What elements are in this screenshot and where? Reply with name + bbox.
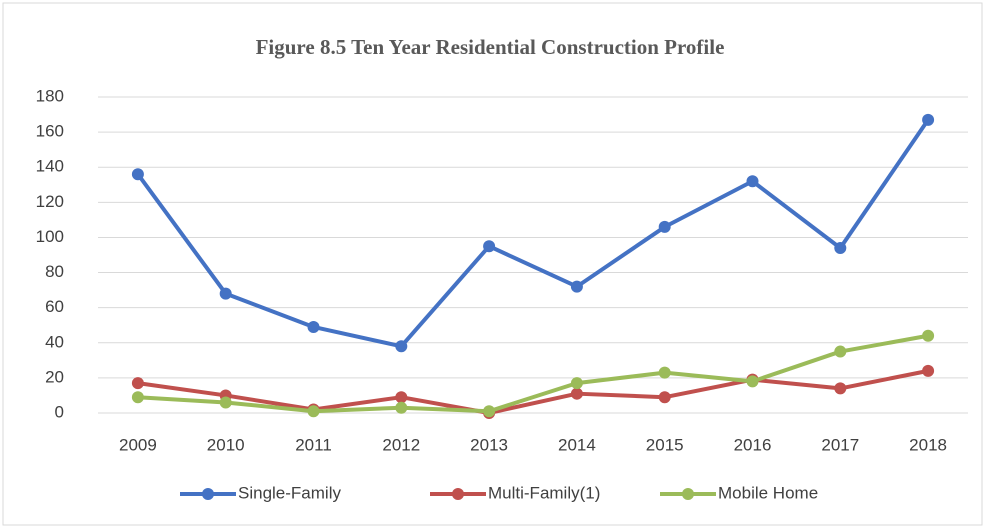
y-tick-label: 60	[45, 297, 64, 316]
legend-label: Multi-Family(1)	[488, 483, 600, 502]
point	[219, 287, 232, 300]
point	[395, 401, 408, 414]
point	[131, 391, 144, 404]
series-line	[135, 368, 931, 415]
x-tick-label: 2014	[558, 435, 596, 454]
x-tick-label: 2012	[382, 435, 420, 454]
point	[746, 175, 759, 188]
point	[922, 329, 935, 342]
x-tick-label: 2010	[207, 435, 245, 454]
point	[658, 220, 671, 233]
x-tick-label: 2016	[734, 435, 772, 454]
point	[834, 345, 847, 358]
point	[570, 387, 583, 400]
legend-marker	[452, 488, 464, 500]
point	[307, 320, 320, 333]
point	[395, 391, 408, 404]
point	[834, 382, 847, 395]
y-tick-label: 0	[55, 402, 64, 421]
legend-marker	[202, 488, 214, 500]
point	[570, 280, 583, 293]
point	[219, 396, 232, 409]
legend-label: Single-Family	[238, 483, 341, 502]
point	[922, 113, 935, 126]
point	[922, 364, 935, 377]
y-tick-label: 20	[45, 367, 64, 386]
series-line	[135, 117, 931, 349]
series-line	[135, 333, 931, 414]
legend-label: Mobile Home	[718, 483, 818, 502]
point	[483, 240, 496, 253]
chart-title: Figure 8.5 Ten Year Residential Construc…	[256, 35, 725, 59]
y-tick-label: 40	[45, 332, 64, 351]
y-tick-label: 100	[36, 227, 64, 246]
point	[658, 366, 671, 379]
point	[746, 375, 759, 388]
y-tick-label: 80	[45, 262, 64, 281]
y-tick-label: 120	[36, 192, 64, 211]
y-tick-label: 160	[36, 122, 64, 141]
x-tick-label: 2017	[821, 435, 859, 454]
x-tick-label: 2018	[909, 435, 947, 454]
legend-marker	[682, 488, 694, 500]
x-tick-label: 2015	[646, 435, 684, 454]
y-tick-label: 180	[36, 86, 64, 105]
point	[834, 241, 847, 254]
point	[395, 340, 408, 353]
point	[307, 405, 320, 418]
x-tick-label: 2013	[470, 435, 508, 454]
point	[658, 391, 671, 404]
point	[483, 405, 496, 418]
x-tick-label: 2011	[295, 435, 332, 454]
y-tick-label: 140	[36, 157, 64, 176]
point	[131, 168, 144, 181]
point	[570, 377, 583, 390]
x-tick-label: 2009	[119, 435, 157, 454]
point	[131, 377, 144, 390]
